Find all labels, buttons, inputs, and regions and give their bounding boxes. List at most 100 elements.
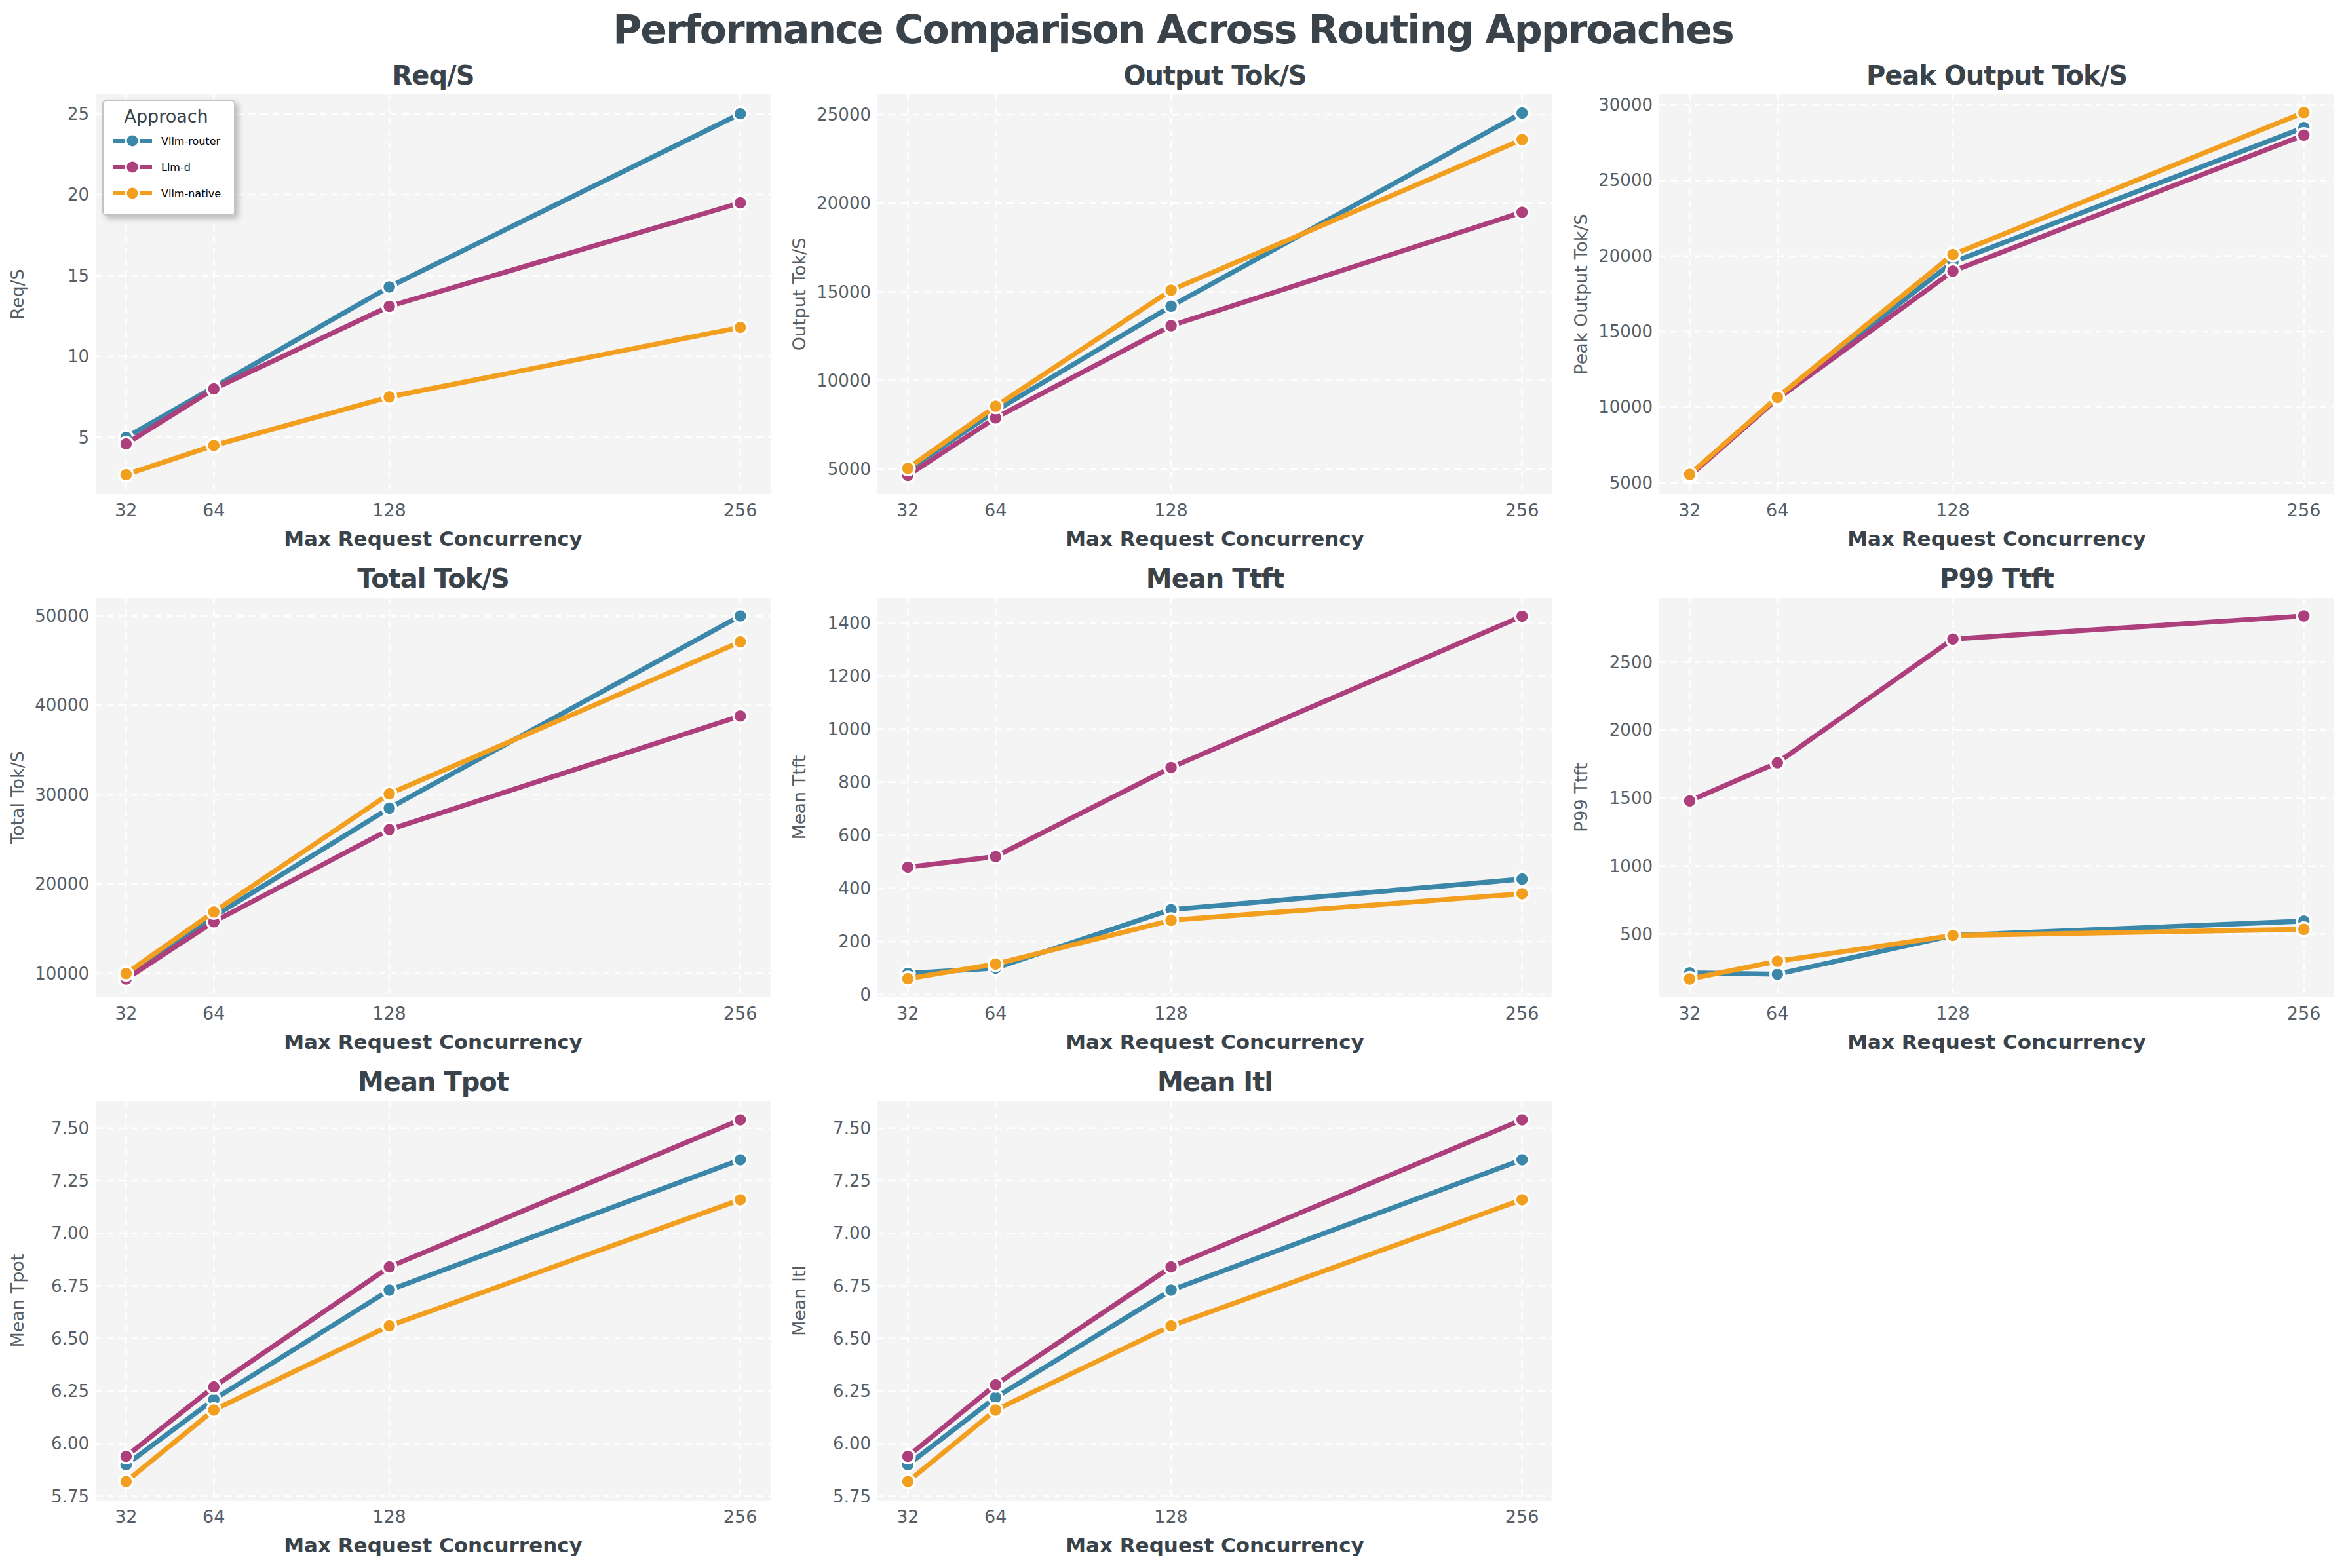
data-point-marker [1946, 928, 1960, 942]
y-tick-label: 15000 [1567, 322, 1653, 341]
data-point-marker [989, 957, 1003, 971]
x-tick-label: 64 [950, 1004, 1041, 1023]
subplot-title: Mean Ttft [877, 564, 1552, 594]
subplot-title: Mean Itl [877, 1067, 1552, 1097]
data-point-marker [383, 280, 396, 294]
plot-area [96, 1101, 771, 1501]
data-point-marker [383, 787, 396, 801]
data-point-marker [383, 1319, 396, 1333]
data-point-marker [901, 860, 915, 874]
y-tick-label: 500 [1567, 925, 1653, 944]
y-tick-label: 15 [4, 267, 89, 285]
data-point-marker [733, 196, 747, 210]
y-tick-label: 20000 [786, 194, 871, 212]
data-point-marker [901, 972, 915, 985]
x-tick-label: 64 [168, 501, 260, 520]
y-tick-label: 6.25 [786, 1382, 871, 1400]
data-point-marker [1683, 972, 1697, 986]
data-point-marker [1164, 761, 1178, 774]
subplot-title: Mean Tpot [96, 1067, 771, 1097]
y-tick-label: 6.00 [4, 1434, 89, 1453]
y-tick-label: 400 [786, 879, 871, 898]
y-tick-label: 200 [786, 932, 871, 951]
x-tick-label: 128 [1907, 501, 1999, 520]
x-tick-label: 128 [1907, 1004, 1999, 1023]
x-tick-label: 128 [343, 1004, 435, 1023]
y-axis-label: Peak Output Tok/S [1571, 214, 1591, 374]
x-axis-label: Max Request Concurrency [877, 527, 1552, 550]
data-point-marker [989, 1378, 1003, 1392]
subplot-output-tok-s: Output Tok/SOutput Tok/S5000100001500020… [782, 56, 1564, 560]
data-point-marker [1164, 319, 1178, 333]
data-point-marker [989, 850, 1003, 864]
x-tick-label: 64 [168, 1507, 260, 1527]
y-tick-label: 50000 [4, 607, 89, 625]
data-point-marker [901, 461, 915, 475]
data-point-marker [989, 400, 1003, 413]
y-tick-label: 6.25 [4, 1382, 89, 1400]
y-tick-label: 10 [4, 347, 89, 366]
x-tick-label: 256 [2258, 501, 2346, 520]
legend-entry-label: Vllm-native [161, 187, 221, 200]
plot-area [877, 94, 1552, 494]
x-tick-label: 64 [950, 1507, 1041, 1527]
data-point-marker [1771, 967, 1784, 981]
plot-background [96, 1101, 771, 1501]
data-point-marker [207, 1403, 221, 1417]
data-point-marker [119, 1475, 133, 1489]
plot-background [877, 598, 1552, 997]
data-point-marker [383, 801, 396, 815]
y-tick-label: 10000 [1567, 398, 1653, 416]
y-tick-label: 30000 [4, 786, 89, 804]
data-point-marker [733, 609, 747, 623]
data-point-marker [1515, 106, 1529, 120]
data-point-marker [733, 635, 747, 649]
x-tick-label: 32 [862, 501, 953, 520]
plot-area [96, 598, 771, 997]
legend-entry: Vllm-router [111, 128, 221, 154]
y-tick-label: 1000 [1567, 857, 1653, 875]
legend-entry-label: Vllm-router [161, 135, 220, 147]
data-point-marker [207, 382, 221, 396]
data-point-marker [733, 1153, 747, 1166]
subplot-title: Output Tok/S [877, 60, 1552, 90]
y-tick-label: 25 [4, 105, 89, 123]
x-tick-label: 32 [80, 1507, 172, 1527]
data-point-marker [1683, 794, 1697, 808]
plot-area [1659, 94, 2334, 494]
y-tick-label: 5 [4, 429, 89, 447]
y-tick-label: 5.75 [4, 1487, 89, 1506]
y-tick-label: 1200 [786, 667, 871, 685]
data-point-marker [1515, 887, 1529, 900]
y-tick-label: 7.25 [786, 1172, 871, 1190]
y-tick-label: 15000 [786, 283, 871, 301]
data-point-marker [119, 1449, 133, 1463]
plot-area [877, 598, 1552, 997]
x-tick-label: 64 [950, 501, 1041, 520]
y-tick-label: 7.00 [786, 1224, 871, 1242]
x-tick-label: 32 [1644, 1004, 1735, 1023]
data-point-marker [2297, 128, 2311, 142]
data-point-marker [733, 1193, 747, 1206]
data-point-marker [733, 709, 747, 723]
y-tick-label: 20000 [1567, 247, 1653, 265]
y-tick-label: 10000 [4, 965, 89, 983]
data-point-marker [1683, 468, 1697, 482]
x-tick-label: 32 [862, 1507, 953, 1527]
data-point-marker [901, 1475, 915, 1489]
subplot-title: Peak Output Tok/S [1659, 60, 2334, 90]
subplot-title: P99 Ttft [1659, 564, 2334, 594]
data-point-marker [1515, 133, 1529, 147]
x-tick-label: 64 [1731, 1004, 1823, 1023]
y-tick-label: 6.75 [786, 1277, 871, 1295]
y-tick-label: 20000 [4, 875, 89, 893]
y-tick-label: 800 [786, 773, 871, 792]
data-point-marker [207, 1380, 221, 1394]
y-tick-label: 5000 [786, 460, 871, 478]
x-tick-label: 128 [1125, 1004, 1217, 1023]
y-tick-label: 7.25 [4, 1172, 89, 1190]
plot-background [877, 1101, 1552, 1501]
y-tick-label: 2500 [1567, 653, 1653, 672]
y-tick-label: 600 [786, 826, 871, 845]
data-point-marker [383, 390, 396, 404]
